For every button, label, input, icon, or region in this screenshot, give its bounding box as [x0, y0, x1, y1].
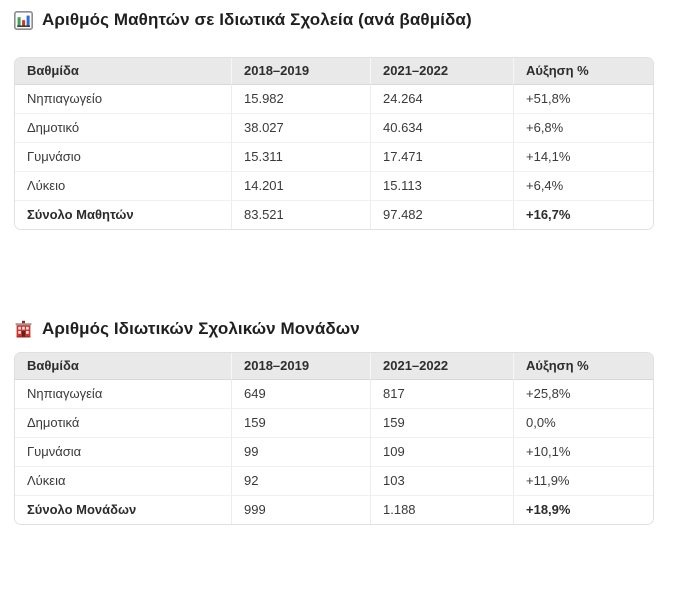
value-cell: +16,7% — [513, 200, 653, 229]
column-header: 2021–2022 — [370, 353, 513, 380]
section-title-text: Αριθμός Μαθητών σε Ιδιωτικά Σχολεία (ανά… — [42, 10, 472, 29]
value-cell: +18,9% — [513, 495, 653, 524]
value-cell: 14.201 — [231, 171, 370, 200]
table-header-row: Βαθμίδα 2018–2019 2021–2022 Αύξηση % — [15, 58, 653, 85]
value-cell: 15.982 — [231, 85, 370, 113]
value-cell: 15.311 — [231, 142, 370, 171]
units-section: Αριθμός Ιδιωτικών Σχολικών Μονάδων Βαθμί… — [14, 317, 654, 525]
value-cell: 0,0% — [513, 408, 653, 437]
units-table: Βαθμίδα 2018–2019 2021–2022 Αύξηση % Νηπιαγ… — [14, 352, 654, 525]
row-label-cell: Δημοτικά — [15, 408, 231, 437]
column-header: Βαθμίδα — [15, 58, 231, 85]
column-header: 2018–2019 — [231, 353, 370, 380]
table-row: Γυμνάσιο 15.311 17.471 +14,1% — [15, 142, 653, 171]
column-header: Βαθμίδα — [15, 353, 231, 380]
column-header: 2018–2019 — [231, 58, 370, 85]
school-icon — [14, 320, 33, 339]
bar-chart-icon — [14, 10, 33, 30]
value-cell: 103 — [370, 466, 513, 495]
table-row: Λύκειο 14.201 15.113 +6,4% — [15, 171, 653, 200]
value-cell: +6,4% — [513, 171, 653, 200]
value-cell: 24.264 — [370, 85, 513, 113]
row-label-cell: Σύνολο Μαθητών — [15, 200, 231, 229]
row-label-cell: Γυμνάσιο — [15, 142, 231, 171]
row-label-cell: Λύκειο — [15, 171, 231, 200]
row-label-cell: Νηπιαγωγείο — [15, 85, 231, 113]
value-cell: 38.027 — [231, 113, 370, 142]
value-cell: 15.113 — [370, 171, 513, 200]
value-cell: +14,1% — [513, 142, 653, 171]
value-cell: 109 — [370, 437, 513, 466]
value-cell: 817 — [370, 380, 513, 408]
table-row: Νηπιαγωγείο 15.982 24.264 +51,8% — [15, 85, 653, 113]
students-table: Βαθμίδα 2018–2019 2021–2022 Αύξηση % Νηπιαγ… — [14, 57, 654, 230]
column-header: Αύξηση % — [513, 58, 653, 85]
value-cell: 159 — [231, 408, 370, 437]
value-cell: 97.482 — [370, 200, 513, 229]
table-row: Δημοτικά 159 159 0,0% — [15, 408, 653, 437]
section-title-text: Αριθμός Ιδιωτικών Σχολικών Μονάδων — [42, 319, 360, 338]
table-row: Νηπιαγωγεία 649 817 +25,8% — [15, 380, 653, 408]
column-header: Αύξηση % — [513, 353, 653, 380]
students-section-title: Αριθμός Μαθητών σε Ιδιωτικά Σχολεία (ανά… — [14, 8, 652, 32]
value-cell: +11,9% — [513, 466, 653, 495]
value-cell: +6,8% — [513, 113, 653, 142]
value-cell: 40.634 — [370, 113, 513, 142]
value-cell: 999 — [231, 495, 370, 524]
value-cell: 649 — [231, 380, 370, 408]
units-section-title: Αριθμός Ιδιωτικών Σχολικών Μονάδων — [14, 317, 652, 341]
row-label-cell: Λύκεια — [15, 466, 231, 495]
value-cell: 83.521 — [231, 200, 370, 229]
value-cell: +10,1% — [513, 437, 653, 466]
value-cell: 1.188 — [370, 495, 513, 524]
row-label-cell: Νηπιαγωγεία — [15, 380, 231, 408]
table-row: Δημοτικό 38.027 40.634 +6,8% — [15, 113, 653, 142]
column-header: 2021–2022 — [370, 58, 513, 85]
table-row: Λύκεια 92 103 +11,9% — [15, 466, 653, 495]
value-cell: 17.471 — [370, 142, 513, 171]
value-cell: 99 — [231, 437, 370, 466]
row-label-cell: Δημοτικό — [15, 113, 231, 142]
table-total-row: Σύνολο Μαθητών 83.521 97.482 +16,7% — [15, 200, 653, 229]
table-row: Γυμνάσια 99 109 +10,1% — [15, 437, 653, 466]
value-cell: +25,8% — [513, 380, 653, 408]
value-cell: 92 — [231, 466, 370, 495]
students-section: Αριθμός Μαθητών σε Ιδιωτικά Σχολεία (ανά… — [14, 8, 654, 230]
row-label-cell: Σύνολο Μονάδων — [15, 495, 231, 524]
table-header-row: Βαθμίδα 2018–2019 2021–2022 Αύξηση % — [15, 353, 653, 380]
value-cell: 159 — [370, 408, 513, 437]
row-label-cell: Γυμνάσια — [15, 437, 231, 466]
value-cell: +51,8% — [513, 85, 653, 113]
table-total-row: Σύνολο Μονάδων 999 1.188 +18,9% — [15, 495, 653, 524]
